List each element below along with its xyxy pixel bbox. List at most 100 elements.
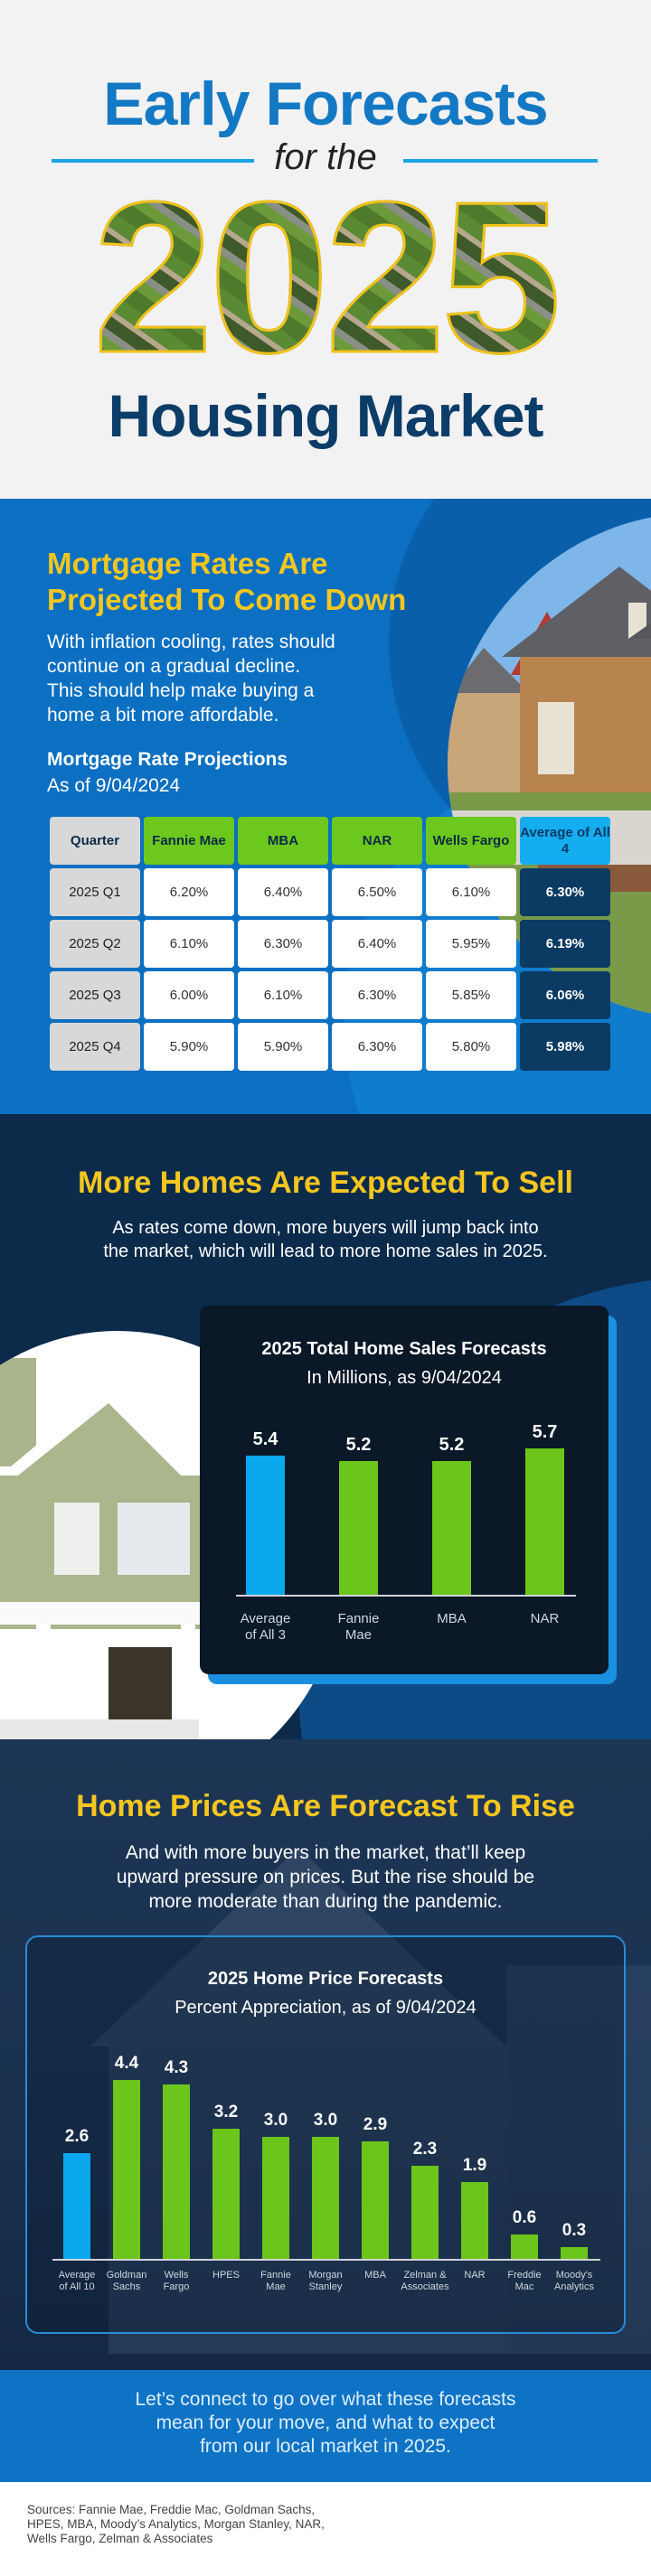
category-label-line: Freddie (507, 2270, 542, 2281)
rate-cell: 6.30% (332, 971, 422, 1019)
mortgage-paragraph: With inflation cooling, rates should con… (47, 630, 335, 727)
category-label-line: Zelman & (403, 2270, 447, 2281)
category-label-line: Moody's (555, 2270, 593, 2281)
category-label: Wells Fargo (152, 2270, 202, 2293)
bar (163, 2084, 190, 2259)
bar (362, 2140, 389, 2259)
sales-paragraph: As rates come down, more buyers will jum… (0, 1216, 651, 1263)
value-label: 2.6 (64, 2127, 90, 2146)
category-label-line: of All 3 (244, 1627, 287, 1643)
chart-subtitle: Percent Appreciation, as of 9/04/2024 (175, 1998, 476, 2018)
rate-cell: 6.10% (426, 868, 516, 916)
bar (511, 2234, 538, 2259)
bar (561, 2246, 588, 2259)
bar (312, 2137, 339, 2259)
bar (246, 1456, 285, 1595)
paragraph-line: the market, which will lead to more home… (103, 1241, 548, 1261)
table-row: 2025 Q4 5.90% 5.90% 6.30% 5.80% 5.98% (50, 1023, 610, 1071)
value-label: 4.4 (114, 2054, 139, 2073)
chart-title: 2025 Total Home Sales Forecasts (261, 1339, 547, 1359)
column-header: Fannie Mae (144, 817, 234, 865)
prices-paragraph: And with more buyers in the market, that… (0, 1841, 651, 1914)
rate-cell: 6.50% (332, 868, 422, 916)
value-label: 5.2 (345, 1434, 372, 1455)
column-header: Average of All 4 (520, 817, 610, 865)
chart-baseline (52, 2259, 600, 2261)
paragraph-line: home a bit more affordable. (47, 705, 279, 726)
table-title: Mortgage Rate Projections (47, 749, 288, 770)
paragraph-line: And with more buyers in the market, that… (125, 1842, 526, 1863)
value-label: 3.0 (263, 2111, 288, 2130)
category-label-line: Analytics (553, 2281, 595, 2293)
category-label: HPES (202, 2270, 251, 2281)
category-label-line: Mae (266, 2281, 286, 2293)
rate-cell: 6.40% (238, 868, 328, 916)
cta-line: from our local market in 2025. (200, 2436, 451, 2457)
home-sales-section: More Homes Are Expected To Sell As rates… (0, 1114, 651, 1739)
rate-cell: 6.10% (144, 920, 234, 968)
bar (339, 1460, 378, 1595)
chart-title: 2025 Home Price Forecasts (207, 1969, 444, 1989)
home-price-chart: 2025 Home Price Forecasts Percent Apprec… (25, 1935, 626, 2334)
category-label-line: MBA (364, 2270, 386, 2281)
house-icon (0, 1358, 217, 1739)
category-label: NAR (501, 1611, 590, 1627)
value-label: 1.9 (462, 2155, 487, 2175)
quarter-cell: 2025 Q2 (50, 920, 140, 968)
table-row: 2025 Q3 6.00% 6.10% 6.30% 5.85% 6.06% (50, 971, 610, 1019)
title-header: Early Forecasts for the 2025 Housing Mar… (0, 0, 651, 499)
value-label: 5.4 (252, 1429, 278, 1450)
sales-heading: More Homes Are Expected To Sell (78, 1166, 573, 1200)
category-label: Zelman & Associates (401, 2270, 450, 2293)
cta-line: mean for your move, and what to expect (156, 2412, 495, 2433)
column-header: Quarter (50, 817, 140, 865)
title-year-photo-text: 2025 (0, 169, 651, 387)
divider-left (52, 159, 254, 163)
category-label-line: NAR (530, 1611, 560, 1626)
mortgage-section: Mortgage Rates Are Projected To Come Dow… (0, 499, 651, 1114)
quarter-cell: 2025 Q3 (50, 971, 140, 1019)
quarter-cell: 2025 Q4 (50, 1023, 140, 1071)
rate-cell: 5.90% (238, 1023, 328, 1071)
call-to-action: Let’s connect to go over what these fore… (0, 2370, 651, 2482)
paragraph-line: continue on a gradual decline. (47, 656, 301, 677)
category-label-line: Mac (514, 2281, 534, 2293)
bar (432, 1460, 471, 1595)
value-label: 0.3 (561, 2220, 587, 2240)
paragraph-line: more moderate than during the pandemic. (148, 1891, 503, 1912)
category-label: NAR (450, 2270, 500, 2281)
table-row: 2025 Q2 6.10% 6.30% 6.40% 5.95% 6.19% (50, 920, 610, 968)
paragraph-line: This should help make buying a (47, 680, 315, 701)
sources-text: Sources: Fannie Mae, Freddie Mac, Goldma… (27, 2503, 325, 2546)
bar (525, 1447, 564, 1595)
value-label: 2.3 (412, 2139, 438, 2159)
category-label: MBA (408, 1611, 496, 1627)
category-label-line: of All 10 (59, 2281, 95, 2293)
category-label-line: NAR (464, 2270, 486, 2281)
mortgage-rate-table: Quarter Fannie Mae MBA NAR Wells Fargo A… (46, 813, 614, 1074)
column-header: MBA (238, 817, 328, 865)
cta-line: Let’s connect to go over what these fore… (135, 2389, 516, 2410)
title-line-housing-market: Housing Market (108, 382, 543, 449)
table-header-row: Quarter Fannie Mae MBA NAR Wells Fargo A… (50, 817, 610, 865)
bar (461, 2181, 488, 2259)
rate-cell: 6.10% (238, 971, 328, 1019)
paragraph-line: As rates come down, more buyers will jum… (112, 1218, 539, 1238)
rate-cell: 5.90% (144, 1023, 234, 1071)
paragraph-line: With inflation cooling, rates should (47, 632, 335, 652)
value-label: 4.3 (164, 2057, 189, 2077)
chart-subtitle: In Millions, as 9/04/2024 (307, 1368, 502, 1388)
column-header: NAR (332, 817, 422, 865)
bar (113, 2080, 140, 2259)
category-label: Freddie Mac (500, 2270, 550, 2293)
table-subtitle: As of 9/04/2024 (47, 775, 181, 796)
value-label: 3.2 (213, 2103, 239, 2122)
category-label-line: Average (58, 2270, 96, 2281)
paragraph-line: upward pressure on prices. But the rise … (116, 1867, 535, 1888)
bar (63, 2153, 90, 2259)
category-label: Moody's Analytics (550, 2270, 599, 2293)
value-label: 5.2 (439, 1434, 465, 1455)
title-line-early-forecasts: Early Forecasts (103, 70, 549, 138)
average-cell: 6.06% (520, 971, 610, 1019)
bar (262, 2137, 289, 2259)
